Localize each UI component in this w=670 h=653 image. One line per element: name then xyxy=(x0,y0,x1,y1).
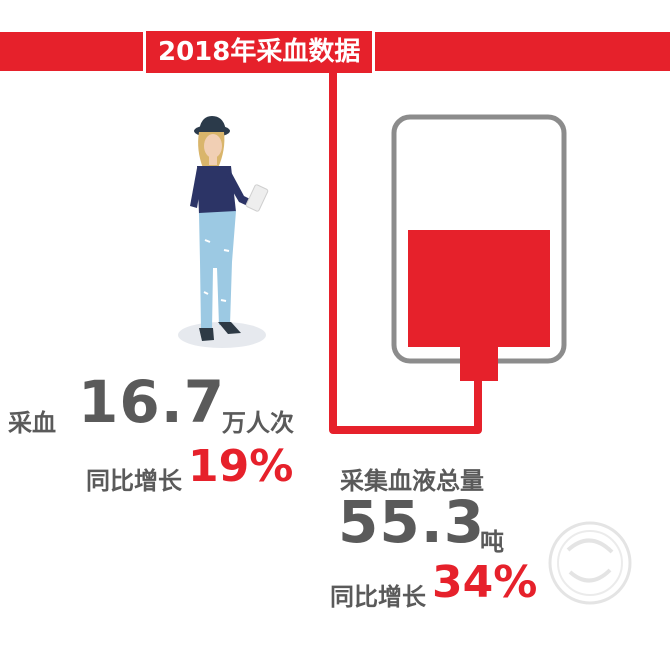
volume-value: 55.3 xyxy=(338,488,486,556)
person-illustration-icon xyxy=(178,116,269,348)
volume-growth-value: 34% xyxy=(432,557,538,608)
watermark-seal-icon xyxy=(548,521,632,605)
donations-label: 采血 xyxy=(8,409,56,437)
page-title: 2018年采血数据 xyxy=(143,31,376,73)
blood-bag-fill xyxy=(408,230,550,347)
donations-growth-value: 19% xyxy=(188,441,294,492)
donations-value: 16.7 xyxy=(78,368,226,436)
donations-growth-label: 同比增长 xyxy=(86,467,182,495)
donations-unit: 万人次 xyxy=(222,409,294,437)
blood-bag-icon xyxy=(391,114,567,381)
volume-unit: 吨 xyxy=(480,528,504,556)
blood-tube xyxy=(329,70,482,434)
volume-label: 采集血液总量 xyxy=(340,467,484,495)
volume-growth-label: 同比增长 xyxy=(330,583,426,611)
blood-bag-outlet xyxy=(460,347,498,381)
